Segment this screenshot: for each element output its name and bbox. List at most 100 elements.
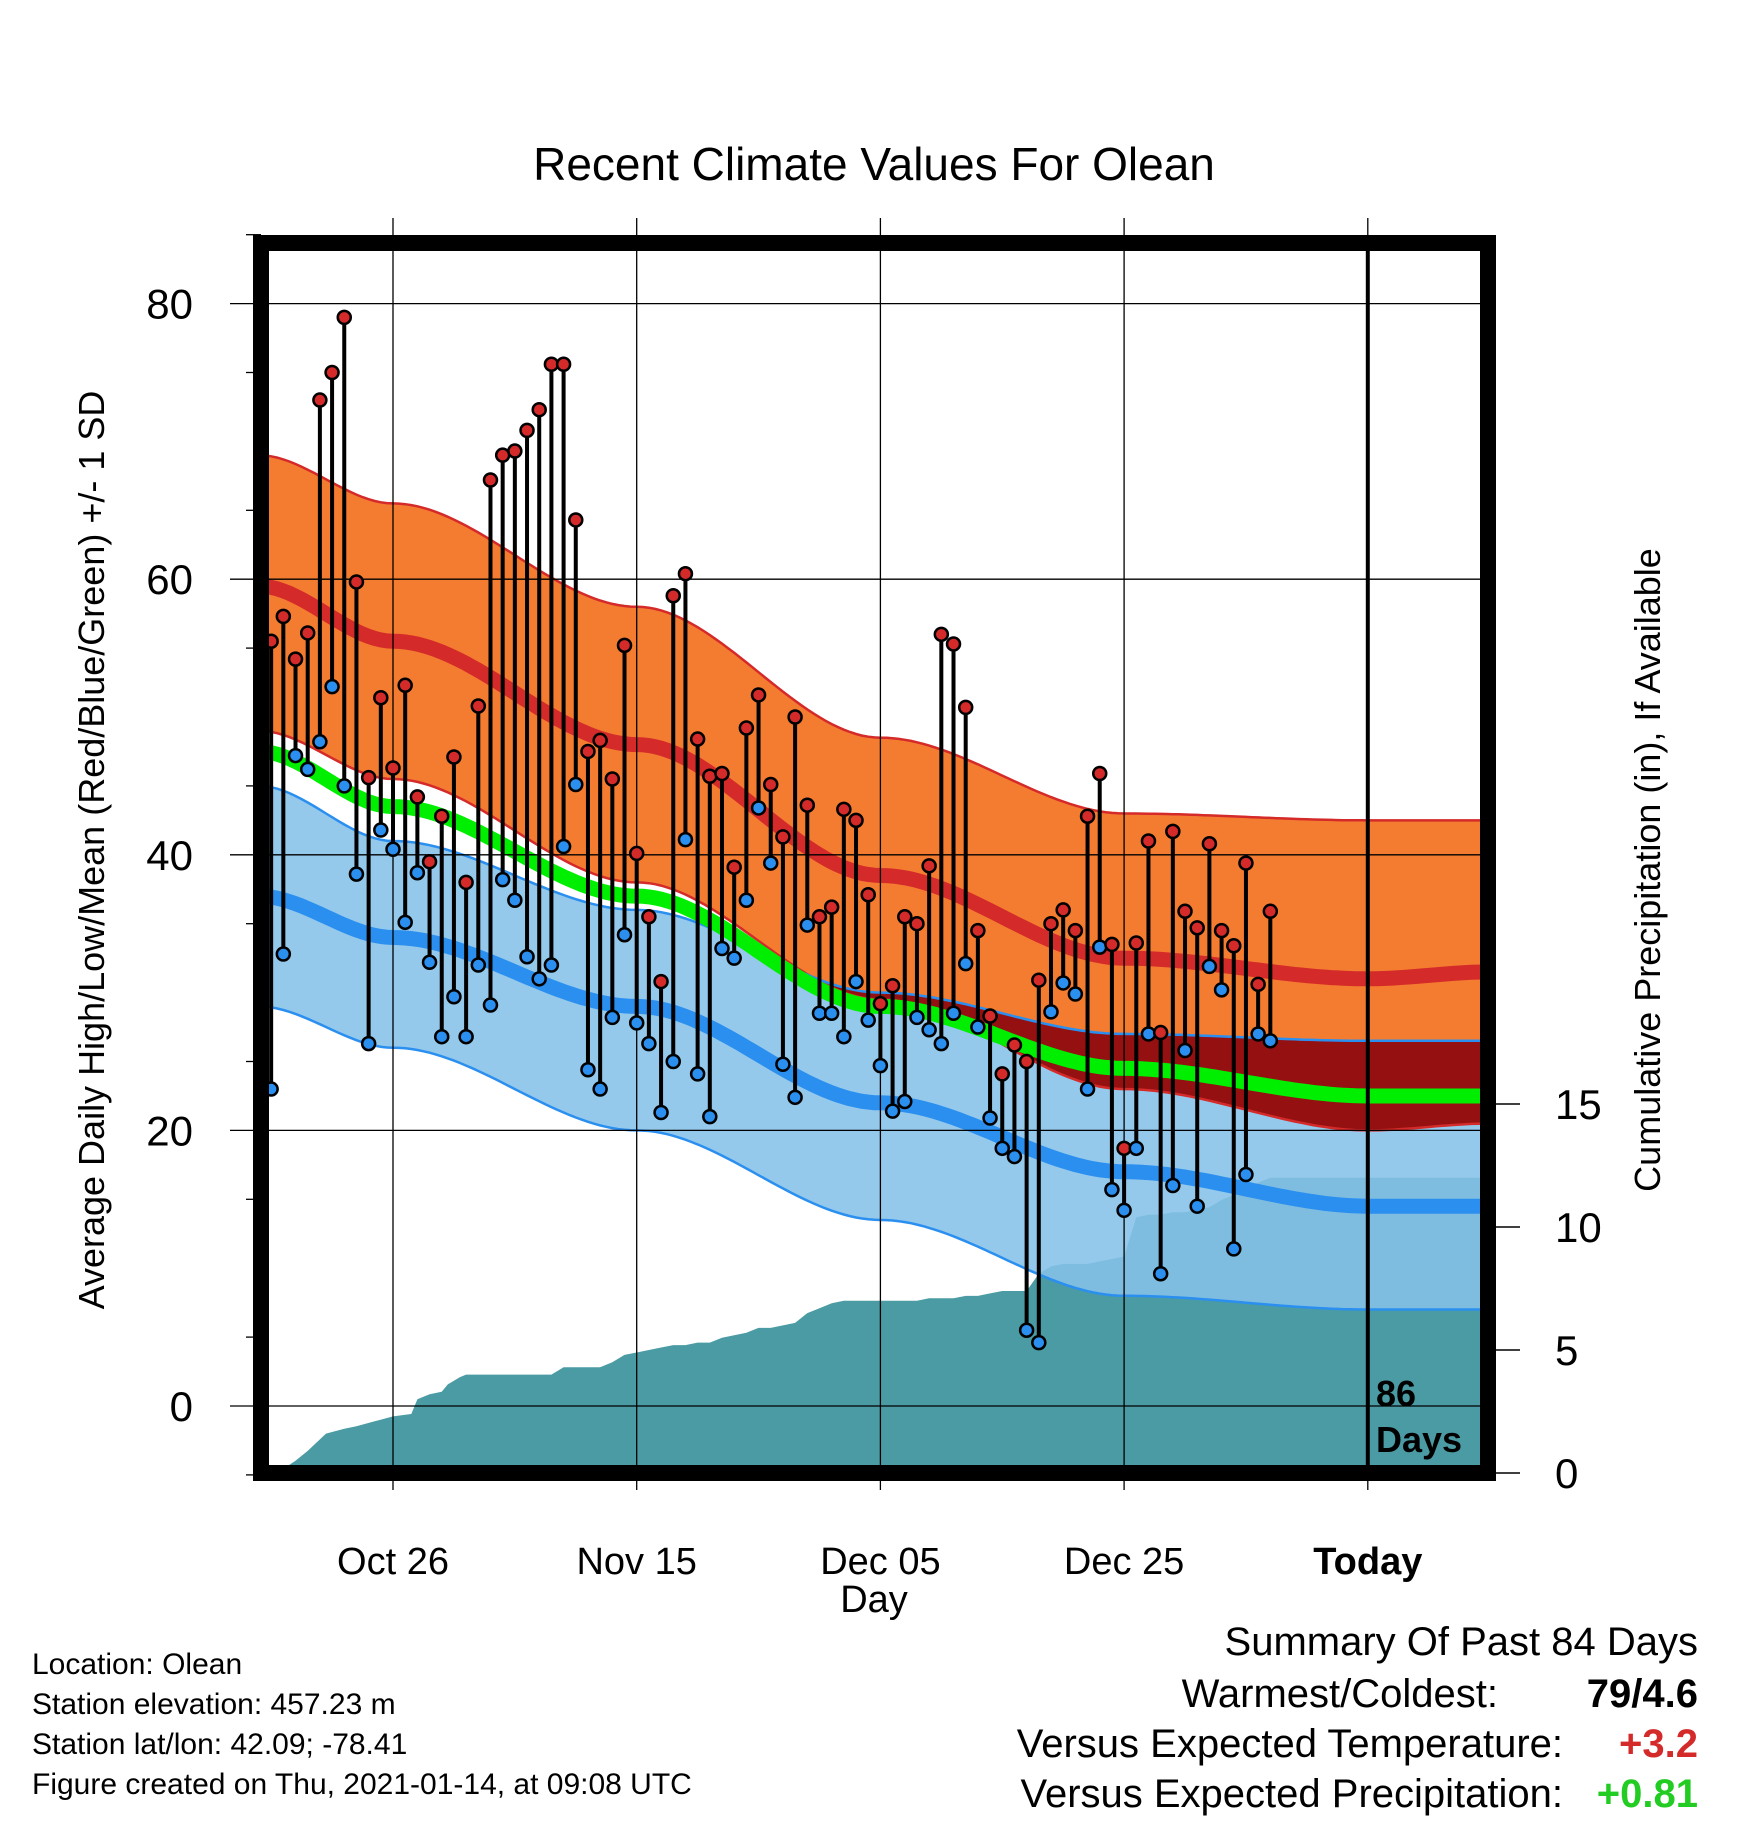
daily-high-point xyxy=(1006,1037,1023,1053)
daily-high-point xyxy=(1140,833,1157,849)
daily-low-point xyxy=(1104,1181,1120,1198)
daily-low-point xyxy=(957,955,974,972)
daily-low-point xyxy=(677,831,694,848)
daily-low-point xyxy=(945,1005,962,1022)
daily-high-point xyxy=(702,768,718,785)
daily-low-point xyxy=(1276,0,1289,7)
summary-warmest-label: Warmest/Coldest: xyxy=(1181,1672,1498,1716)
daily-high-point xyxy=(616,637,633,654)
daily-high-point xyxy=(312,392,328,408)
today-days-count: 86 xyxy=(1376,1373,1416,1414)
daily-low-point xyxy=(446,988,462,1005)
daily-high-point xyxy=(1226,937,1242,954)
daily-low-point xyxy=(1128,1140,1145,1157)
daily-low-point xyxy=(1018,1322,1035,1338)
daily-high-point xyxy=(677,565,694,582)
daily-low-point xyxy=(762,855,779,871)
high-plus-sd-edge xyxy=(261,454,1488,822)
daily-high-point xyxy=(628,845,645,862)
daily-low-point xyxy=(494,871,511,888)
daily-high-point xyxy=(653,973,669,990)
daily-high-point xyxy=(982,1008,998,1024)
daily-low-point xyxy=(348,866,365,882)
daily-low-point xyxy=(702,1108,718,1125)
x-tick-label-2: Nov 15 xyxy=(576,1541,696,1583)
daily-low-point xyxy=(616,926,633,943)
daily-high-point xyxy=(726,859,742,875)
daily-low-point xyxy=(982,1110,998,1126)
daily-low-point xyxy=(933,1035,950,1052)
daily-low-point xyxy=(1031,1334,1047,1351)
daily-low-point xyxy=(385,841,401,858)
daily-low-point xyxy=(1238,1166,1254,1183)
daily-low-point xyxy=(1250,1026,1266,1042)
daily-low-point xyxy=(531,971,547,987)
daily-low-point xyxy=(592,1081,608,1097)
summary-heading: Summary Of Past 84 Days xyxy=(1224,1620,1698,1664)
daily-high-point xyxy=(787,709,803,725)
daily-high-point xyxy=(848,812,864,829)
low-plus-sd-edge xyxy=(261,784,1488,1043)
daily-low-point xyxy=(312,734,328,750)
daily-high-point xyxy=(1238,855,1254,871)
daily-low-point xyxy=(1337,0,1350,7)
daily-high-point xyxy=(775,829,791,845)
daily-high-point xyxy=(823,899,840,915)
daily-high-point xyxy=(994,1066,1010,1082)
daily-high-point xyxy=(860,887,876,903)
chart-title: Recent Climate Values For Olean xyxy=(533,138,1215,190)
daily-high-point xyxy=(957,699,974,716)
daily-low-point xyxy=(1006,1148,1023,1165)
daily-high-point xyxy=(1361,0,1374,7)
daily-low-point xyxy=(1213,982,1230,998)
daily-low-point xyxy=(568,776,584,793)
daily-high-point xyxy=(580,743,596,760)
daily-low-point xyxy=(823,1005,840,1022)
daily-high-point xyxy=(519,422,535,439)
y2-tick-label-1: 0 xyxy=(1555,1450,1578,1497)
y2-tick-label-2: 5 xyxy=(1555,1327,1578,1374)
daily-low-point xyxy=(836,1028,852,1045)
daily-low-point xyxy=(397,914,413,931)
daily-high-point xyxy=(872,995,889,1012)
daily-low-point xyxy=(433,1028,450,1045)
daily-low-point xyxy=(1055,975,1071,991)
daily-high-point xyxy=(714,765,730,782)
normal-low-line xyxy=(261,888,1488,1214)
daily-high-point xyxy=(1189,920,1205,936)
y-tick-label-4: 60 xyxy=(146,556,193,603)
y-tick-label-2: 20 xyxy=(146,1107,193,1154)
daily-low-point xyxy=(458,1028,474,1045)
daily-high-point xyxy=(1177,903,1193,920)
daily-low-point xyxy=(1262,1033,1279,1049)
x-tick-label-1: Oct 26 xyxy=(337,1541,449,1583)
x-tick-label-3: Dec 05 xyxy=(820,1541,940,1583)
daily-high-point xyxy=(762,776,779,793)
daily-high-point xyxy=(604,771,621,787)
daily-low-point xyxy=(872,1057,889,1074)
plot-frame xyxy=(253,235,1496,1481)
summary-warmest-value: 79/4.6 xyxy=(1586,1672,1698,1716)
daily-low-point xyxy=(860,1012,876,1028)
daily-high-point xyxy=(799,797,816,813)
daily-low-point xyxy=(1361,0,1374,7)
daily-low-point xyxy=(970,1019,986,1035)
daily-low-point xyxy=(909,1009,925,1026)
daily-high-point xyxy=(299,625,316,641)
y2-axis-label: Cumulative Precipitation (in), If Availa… xyxy=(1627,548,1668,1192)
daily-high-point xyxy=(665,587,682,604)
daily-high-point xyxy=(836,801,852,818)
daily-low-point xyxy=(543,957,560,973)
daily-high-point xyxy=(531,401,547,418)
daily-low-point xyxy=(1226,1241,1242,1257)
daily-low-point xyxy=(750,800,767,816)
daily-low-point xyxy=(653,1104,669,1121)
daily-low-point xyxy=(482,997,499,1013)
daily-low-point xyxy=(641,1035,657,1052)
daily-high-point xyxy=(738,720,755,736)
daily-high-point xyxy=(921,858,937,874)
daily-low-point xyxy=(921,1022,937,1038)
daily-low-point xyxy=(1177,1042,1193,1059)
daily-high-point xyxy=(1018,1053,1035,1070)
daily-high-point xyxy=(884,977,901,994)
